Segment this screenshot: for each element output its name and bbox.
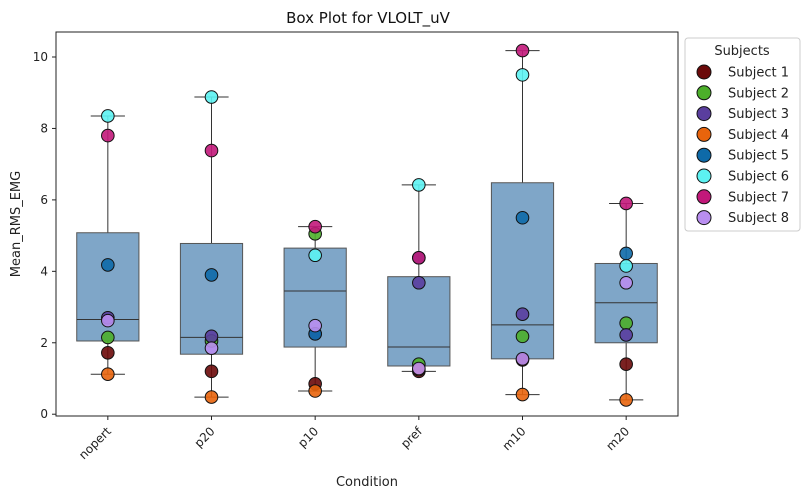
y-tick-label: 2 — [40, 336, 48, 350]
legend-entry: Subject 2 — [696, 85, 789, 101]
legend-entry: Subject 1 — [696, 64, 789, 81]
legend-marker — [696, 147, 712, 163]
box-body — [387, 276, 451, 367]
legend-label: Subject 7 — [728, 190, 789, 205]
legend-entry: Subject 7 — [696, 189, 789, 205]
legend-marker — [696, 106, 712, 122]
legend-marker — [696, 85, 712, 101]
point-subject-3 — [515, 307, 530, 321]
x-tick-label: nopert — [76, 424, 114, 462]
legend-label: Subject 4 — [728, 128, 789, 143]
y-tick-label: 8 — [40, 121, 48, 135]
point-subject-1 — [619, 357, 633, 372]
y-axis: 0 2 4 6 8 10 — [33, 50, 56, 421]
point-subject-3 — [619, 328, 633, 342]
x-tick-label: p20 — [192, 424, 218, 450]
point-subject-2 — [619, 316, 633, 330]
legend-label: Subject 8 — [728, 211, 789, 226]
point-subject-3 — [412, 275, 426, 290]
y-tick-label: 0 — [40, 407, 48, 421]
legend-entry: Subject 5 — [696, 147, 789, 164]
point-subject-4 — [101, 367, 115, 382]
point-subject-4 — [308, 384, 322, 398]
x-axis: nopert p20 p10 pref m10 m20 — [76, 416, 632, 462]
legend-marker — [696, 210, 712, 226]
point-subject-2 — [101, 330, 115, 345]
point-subject-8 — [619, 275, 633, 290]
point-subject-2 — [515, 329, 530, 344]
plot-area — [76, 43, 658, 407]
legend-entry: Subject 4 — [696, 126, 789, 143]
point-subject-1 — [204, 364, 219, 379]
point-subject-8 — [412, 361, 426, 376]
chart-title: Box Plot for VLOLT_uV — [286, 9, 450, 28]
legend-label: Subject 1 — [728, 66, 789, 81]
point-subject-8 — [308, 318, 322, 333]
y-tick-label: 4 — [40, 264, 48, 278]
legend-label: Subject 3 — [728, 107, 789, 122]
point-subject-7 — [204, 143, 219, 158]
box-m10 — [490, 50, 555, 396]
legend-label: Subject 6 — [728, 170, 789, 185]
point-subject-5 — [619, 246, 633, 261]
point-subject-1 — [101, 345, 115, 360]
legend-marker — [696, 189, 712, 205]
y-tick-label: 6 — [40, 193, 48, 207]
point-subject-5 — [515, 210, 530, 225]
legend-entry: Subject 6 — [696, 168, 789, 185]
point-subject-8 — [101, 313, 115, 328]
point-subject-4 — [619, 393, 633, 407]
point-subject-5 — [204, 268, 219, 282]
point-subject-6 — [308, 248, 322, 263]
point-subject-6 — [101, 109, 115, 123]
axes-frame — [55, 31, 679, 417]
x-axis-label: Condition — [336, 475, 398, 490]
legend-label: Subject 2 — [728, 86, 789, 101]
point-subject-4 — [515, 387, 530, 402]
point-subject-7 — [308, 219, 322, 234]
point-subject-7 — [619, 196, 633, 211]
legend-entries: Subject 1 Subject 2 Subject 3 Subject 4 Subj… — [696, 64, 789, 226]
point-subject-6 — [412, 178, 426, 192]
legend-title: Subjects — [714, 44, 770, 59]
legend-marker — [696, 64, 712, 80]
x-tick-label: m20 — [603, 424, 632, 453]
point-subject-7 — [412, 250, 426, 265]
legend-entry: Subject 8 — [696, 210, 789, 226]
legend-label: Subject 5 — [728, 149, 789, 164]
legend-marker — [696, 126, 712, 142]
point-subject-3 — [204, 329, 219, 344]
y-axis-label: Mean_RMS_EMG — [9, 171, 24, 277]
x-tick-label: pref — [398, 424, 425, 451]
point-subject-7 — [515, 43, 530, 58]
point-subject-4 — [204, 390, 219, 404]
x-tick-label: m10 — [500, 424, 529, 453]
legend-marker — [696, 168, 712, 184]
legend-frame — [684, 37, 801, 232]
x-tick-label: p10 — [295, 424, 321, 450]
y-tick-label: 10 — [33, 50, 48, 64]
point-subject-5 — [101, 258, 115, 272]
point-subject-7 — [101, 128, 115, 143]
point-subject-6 — [515, 68, 530, 82]
point-subject-6 — [204, 90, 219, 104]
point-subject-8 — [204, 341, 219, 355]
point-subject-8 — [515, 352, 530, 366]
point-subject-6 — [619, 259, 633, 273]
legend-entry: Subject 3 — [696, 106, 789, 122]
